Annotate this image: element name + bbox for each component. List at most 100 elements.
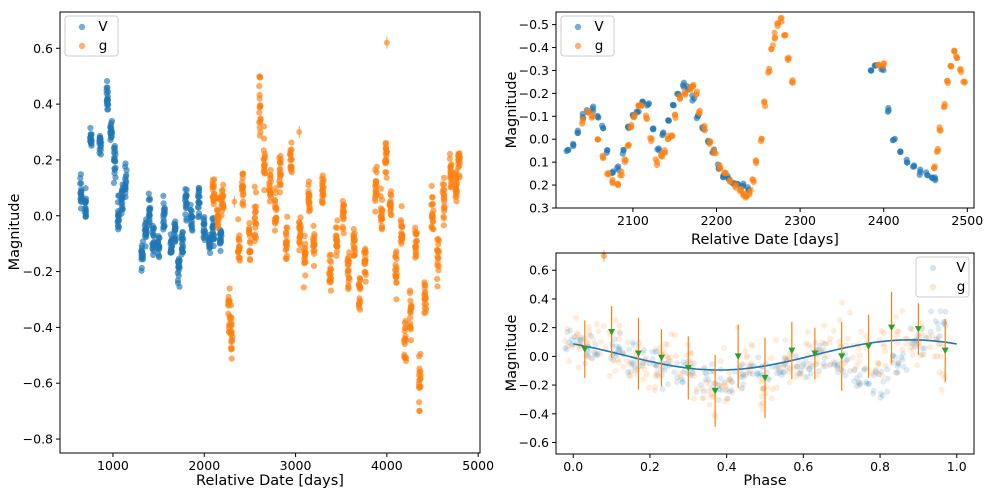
- phase-g-point: [573, 330, 580, 337]
- full-v-point: [110, 149, 118, 156]
- full-v-point: [82, 199, 89, 206]
- phase-g-point: [851, 367, 858, 374]
- full-g-point: [345, 284, 352, 291]
- zoom-y-tick-label: 0.3: [529, 201, 549, 216]
- full-x-tick: 3000: [280, 453, 312, 473]
- phase-g-point: [830, 328, 837, 334]
- phase-v-point: [822, 363, 829, 370]
- zoom-legend-box: [560, 15, 615, 57]
- phase-g-point: [653, 363, 660, 370]
- full-g-point: [406, 290, 414, 297]
- phase-g-point: [821, 340, 828, 347]
- phase-v-point: [892, 353, 898, 360]
- phase-v-point: [649, 348, 656, 355]
- phase-v-point: [827, 361, 834, 368]
- phase-binned-point: [788, 347, 796, 355]
- phase-v-point: [717, 375, 724, 382]
- phase-v-point: [800, 361, 807, 368]
- phase-g-point: [935, 340, 942, 347]
- full-g-point: [455, 152, 462, 159]
- phase-g-point: [738, 385, 745, 392]
- phase-x-tick: 0.2: [640, 454, 660, 474]
- phase-g-point: [643, 371, 650, 378]
- full-g-point: [345, 267, 352, 274]
- zoom-v-point: [620, 147, 627, 154]
- full-g-point: [428, 201, 435, 208]
- phase-v-point: [629, 360, 636, 367]
- phase-v-point: [843, 357, 850, 364]
- full-x-tick-label: 2000: [188, 458, 220, 473]
- zoom-light-curve-panel: 2100 2200 2300 2400 2500 −0.5 −0.4 −0.3 −0.2 −0.1…: [504, 11, 983, 248]
- full-g-point: [306, 191, 313, 198]
- phase-v-point: [916, 340, 922, 347]
- phase-v-point: [857, 381, 863, 388]
- phase-v-point: [585, 349, 592, 356]
- full-g-point: [416, 399, 423, 406]
- phase-g-point: [749, 343, 756, 349]
- full-v-point: [82, 185, 89, 192]
- full-g-point: [398, 203, 405, 210]
- full-g-point: [416, 365, 423, 372]
- phase-v-point: [705, 376, 712, 383]
- full-g-point: [428, 182, 435, 190]
- phase-v-point: [832, 360, 838, 366]
- full-y-tick: −0.6: [23, 376, 60, 391]
- phase-g-point: [576, 345, 583, 352]
- phase-legend-box: [915, 256, 970, 298]
- phase-g-point: [573, 314, 580, 321]
- phase-v-point: [624, 369, 631, 376]
- phase-v-point: [566, 339, 572, 346]
- zoom-x-tick-label: 2200: [701, 213, 733, 228]
- phase-g-point: [880, 343, 887, 350]
- phase-v-point: [821, 355, 828, 362]
- full-g-point: [271, 204, 279, 211]
- phase-v-point: [898, 354, 905, 361]
- phase-g-point: [839, 299, 845, 306]
- phase-v-point: [919, 345, 926, 352]
- phase-g-point: [690, 395, 697, 402]
- phase-g-point: [653, 369, 660, 376]
- phase-g-point: [844, 335, 851, 342]
- phase-g-point: [600, 323, 607, 330]
- phase-v-point: [908, 340, 915, 346]
- phase-v-point: [702, 376, 709, 383]
- zoom-g-point: [785, 54, 792, 61]
- zoom-g-point: [624, 142, 632, 149]
- phase-g-point: [818, 339, 825, 346]
- zoom-g-point: [771, 29, 778, 36]
- phase-y-tick: 0.0: [529, 349, 556, 364]
- phase-v-point: [778, 372, 785, 379]
- phase-y-tick-label: −0.4: [519, 406, 549, 421]
- phase-x-tick: 0.8: [870, 454, 890, 474]
- phase-v-point: [756, 369, 763, 376]
- phase-v-point: [808, 363, 815, 370]
- full-g-point: [266, 198, 273, 205]
- phase-g-point: [562, 337, 568, 344]
- full-y-tick: −0.8: [23, 432, 60, 447]
- full-v-point: [88, 138, 95, 145]
- full-x-tick: 5000: [462, 453, 494, 473]
- phase-g-point: [935, 334, 942, 341]
- full-v-point: [108, 119, 115, 127]
- full-g-point: [226, 285, 233, 292]
- phase-binned-point: [761, 374, 769, 382]
- full-g-point: [228, 319, 235, 326]
- full-y-axis-label: Magnitude: [7, 194, 23, 271]
- zoom-g-point: [941, 103, 948, 110]
- phase-v-point: [740, 372, 747, 378]
- phase-g-point: [728, 378, 735, 385]
- zoom-y-tick-label: 0.1: [529, 155, 549, 170]
- zoom-g-point: [643, 114, 650, 122]
- phase-v-point: [831, 361, 838, 368]
- zoom-g-point: [681, 90, 689, 97]
- phase-v-point: [729, 379, 736, 386]
- phase-v-point: [877, 394, 884, 401]
- phase-g-point: [595, 328, 602, 335]
- phase-g-point: [616, 322, 623, 329]
- full-v-point: [218, 229, 225, 237]
- full-g-point: [297, 224, 304, 231]
- full-outlier-point: [283, 246, 290, 253]
- phase-g-point: [721, 345, 728, 351]
- phase-g-point: [775, 366, 782, 373]
- phase-v-point: [851, 366, 858, 373]
